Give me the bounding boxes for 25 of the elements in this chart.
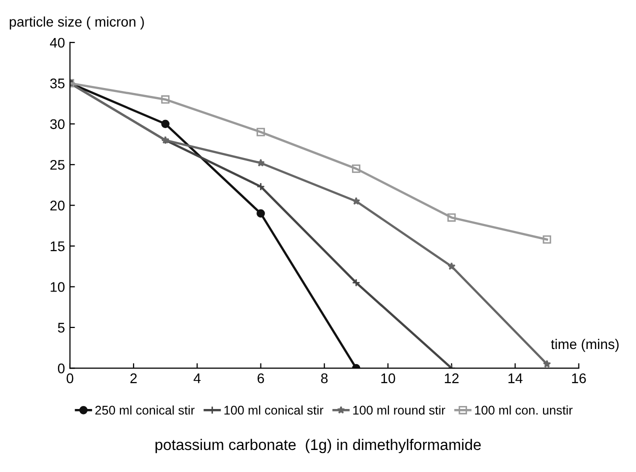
x-tick-label: 4 xyxy=(194,374,201,384)
x-tick-label: 8 xyxy=(321,373,328,384)
legend-label: 250 ml conical stir xyxy=(95,405,195,415)
y-tick-label: 0 xyxy=(58,363,65,374)
x-tick-label: 0 xyxy=(66,373,74,384)
x-tick-label: 10 xyxy=(381,373,396,384)
y-tick-label: 5 xyxy=(58,322,65,333)
x-tick-label: 16 xyxy=(572,373,586,384)
legend-label: 100 ml conical stir xyxy=(224,405,324,415)
x-tick-label: 12 xyxy=(444,373,459,384)
y-tick-label: 20 xyxy=(50,200,65,210)
x-tick-label: 6 xyxy=(258,373,264,384)
y-tick-label: 10 xyxy=(50,282,65,292)
y-tick-label: 35 xyxy=(50,78,65,88)
y-tick-label: 15 xyxy=(50,242,65,252)
y-tick-label: 40 xyxy=(50,38,65,48)
text: potassium carbonate (1g) in dimethylformamide xyxy=(156,438,481,454)
legend-label: 100 ml round stir xyxy=(353,405,446,415)
y-axis-title: particle size ( micron ) xyxy=(10,16,144,30)
legend-label: 100 ml con. unstir xyxy=(475,405,573,415)
x-tick-label: 14 xyxy=(508,374,522,384)
x-tick-label: 2 xyxy=(130,373,137,384)
y-tick-label: 25 xyxy=(50,160,65,170)
x-axis-title: time (mins) xyxy=(551,338,619,352)
y-tick-label: 30 xyxy=(50,119,65,130)
